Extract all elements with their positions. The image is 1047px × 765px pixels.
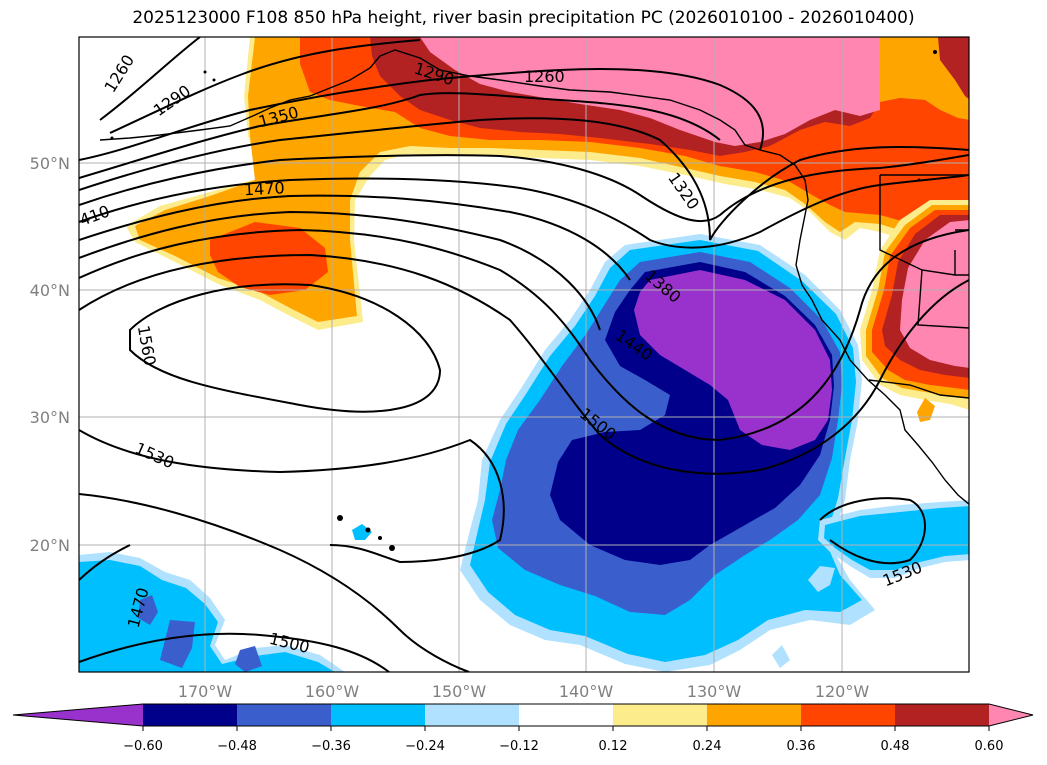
map-title: 2025123000 F108 850 hPa height, river ba…: [132, 8, 915, 28]
lon-label: 140°W: [559, 682, 614, 701]
colorbar-segment: [143, 704, 238, 726]
colorbar-tick-label: −0.12: [499, 739, 539, 754]
colorbar-extend-min: [13, 704, 143, 726]
lat-label: 30°N: [30, 408, 70, 427]
contour-label: 1260: [524, 67, 565, 86]
colorbar-tick-label: −0.60: [123, 739, 163, 754]
colorbar-tick-label: 0.36: [787, 739, 816, 754]
latitude-labels: 50°N 40°N 30°N 20°N: [30, 154, 70, 555]
colorbar-segment: [801, 704, 896, 726]
lon-label: 160°W: [305, 682, 360, 701]
contour-label: 1470: [243, 178, 285, 199]
colorbar-tick-label: 0.60: [975, 739, 1004, 754]
colorbar: −0.60 −0.48 −0.36 −0.24 −0.12 0.12 0.24 0.36 0.4…: [12, 703, 1034, 754]
height-contours: [79, 37, 969, 672]
lon-label: 120°W: [815, 682, 870, 701]
colorbar-tick-label: 0.12: [599, 739, 628, 754]
colorbar-segment: [425, 704, 520, 726]
coastlines: [99, 49, 969, 506]
colorbar-segment: [895, 704, 990, 726]
colorbar-tick-label: 0.24: [693, 739, 722, 754]
colorbar-tick-label: −0.48: [217, 739, 257, 754]
colorbar-segment: [237, 704, 332, 726]
colorbar-segment: [613, 704, 708, 726]
colorbar-tick-label: −0.36: [311, 739, 351, 754]
colorbar-segment: [519, 704, 614, 726]
negative-anomaly-southeast: [772, 500, 969, 668]
lat-label: 40°N: [30, 281, 70, 300]
islands: [110, 50, 937, 551]
colorbar-extend-max: [989, 704, 1033, 726]
lon-label: 170°W: [178, 682, 233, 701]
colorbar-segment: [331, 704, 426, 726]
lon-label: 130°W: [687, 682, 742, 701]
colorbar-tick-label: −0.24: [405, 739, 445, 754]
colorbar-segment: [707, 704, 802, 726]
colorbar-tick-label: 0.48: [881, 739, 910, 754]
negative-anomaly-main: [460, 234, 875, 672]
lat-label: 50°N: [30, 154, 70, 173]
gridlines: [79, 37, 969, 672]
map-area: 1260 1290 1350 1470 1560 1530 1470 1500 …: [79, 37, 969, 672]
map-frame: [78, 36, 970, 673]
lat-label: 20°N: [30, 536, 70, 555]
longitude-labels: 170°W 160°W 150°W 140°W 130°W 120°W: [178, 682, 870, 701]
lon-label: 150°W: [432, 682, 487, 701]
